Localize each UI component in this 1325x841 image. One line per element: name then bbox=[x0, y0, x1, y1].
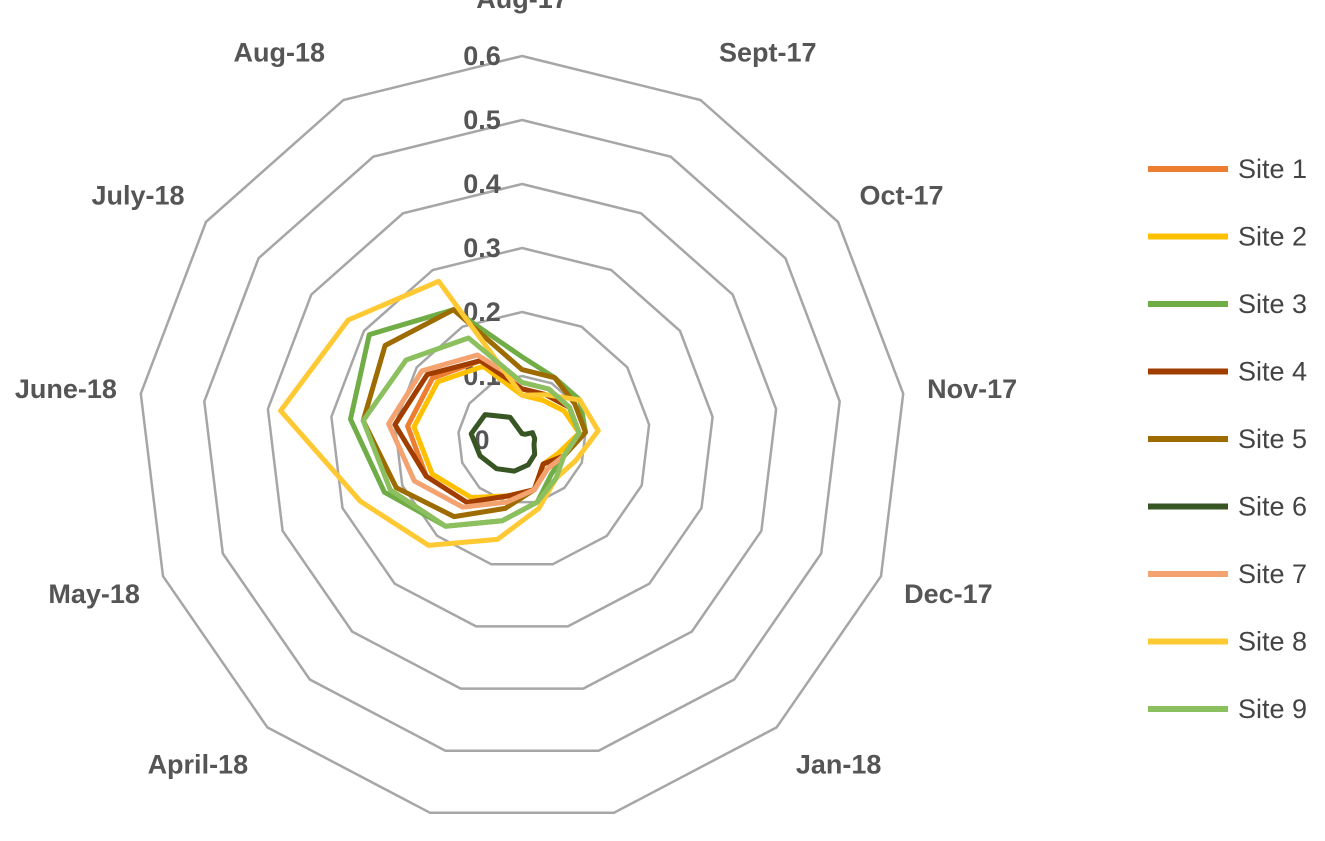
legend-label: Site 3 bbox=[1238, 289, 1307, 319]
category-label: Jan-18 bbox=[796, 749, 882, 779]
legend-label: Site 4 bbox=[1238, 357, 1307, 387]
legend-label: Site 2 bbox=[1238, 222, 1307, 252]
category-label: Dec-17 bbox=[904, 579, 993, 609]
category-label: Nov-17 bbox=[927, 374, 1017, 404]
category-label: Aug-18 bbox=[233, 38, 325, 68]
category-label: Aug-17 bbox=[476, 0, 568, 14]
grid-ring bbox=[330, 246, 714, 628]
category-label: May-18 bbox=[48, 579, 140, 609]
series-line-site-9 bbox=[360, 335, 582, 529]
tick-label: 0.6 bbox=[463, 41, 501, 71]
grid-ring bbox=[266, 182, 778, 690]
grid-ring bbox=[139, 54, 905, 815]
legend-label: Site 9 bbox=[1238, 694, 1307, 724]
grid-ring bbox=[203, 118, 841, 752]
category-label: July-18 bbox=[91, 181, 184, 211]
tick-label: 0.3 bbox=[463, 233, 501, 263]
legend-label: Site 5 bbox=[1238, 424, 1307, 454]
legend-label: Site 1 bbox=[1238, 154, 1307, 184]
radar-grid bbox=[139, 54, 905, 815]
legend-label: Site 8 bbox=[1238, 627, 1307, 657]
grid-ring bbox=[393, 310, 651, 566]
series-line-site-6 bbox=[468, 412, 538, 474]
legend-label: Site 7 bbox=[1238, 559, 1307, 589]
tick-label: 0.5 bbox=[463, 105, 501, 135]
tick-label: 0.4 bbox=[463, 169, 501, 199]
series-lines bbox=[278, 278, 601, 548]
legend: Site 1 Site 2 Site 3 Site 4 Site 5 Site 6 Site… bbox=[1148, 154, 1307, 724]
series-line-site-8 bbox=[278, 278, 601, 548]
category-label: June-18 bbox=[15, 374, 117, 404]
legend-label: Site 6 bbox=[1238, 492, 1307, 522]
series-line-site-5 bbox=[360, 307, 588, 520]
category-label: April-18 bbox=[148, 749, 249, 779]
category-label: Sept-17 bbox=[719, 38, 817, 68]
category-labels: Aug-17Sept-17Oct-17Nov-17Dec-17Jan-18Feb… bbox=[15, 0, 1017, 779]
category-label: Oct-17 bbox=[860, 181, 944, 211]
